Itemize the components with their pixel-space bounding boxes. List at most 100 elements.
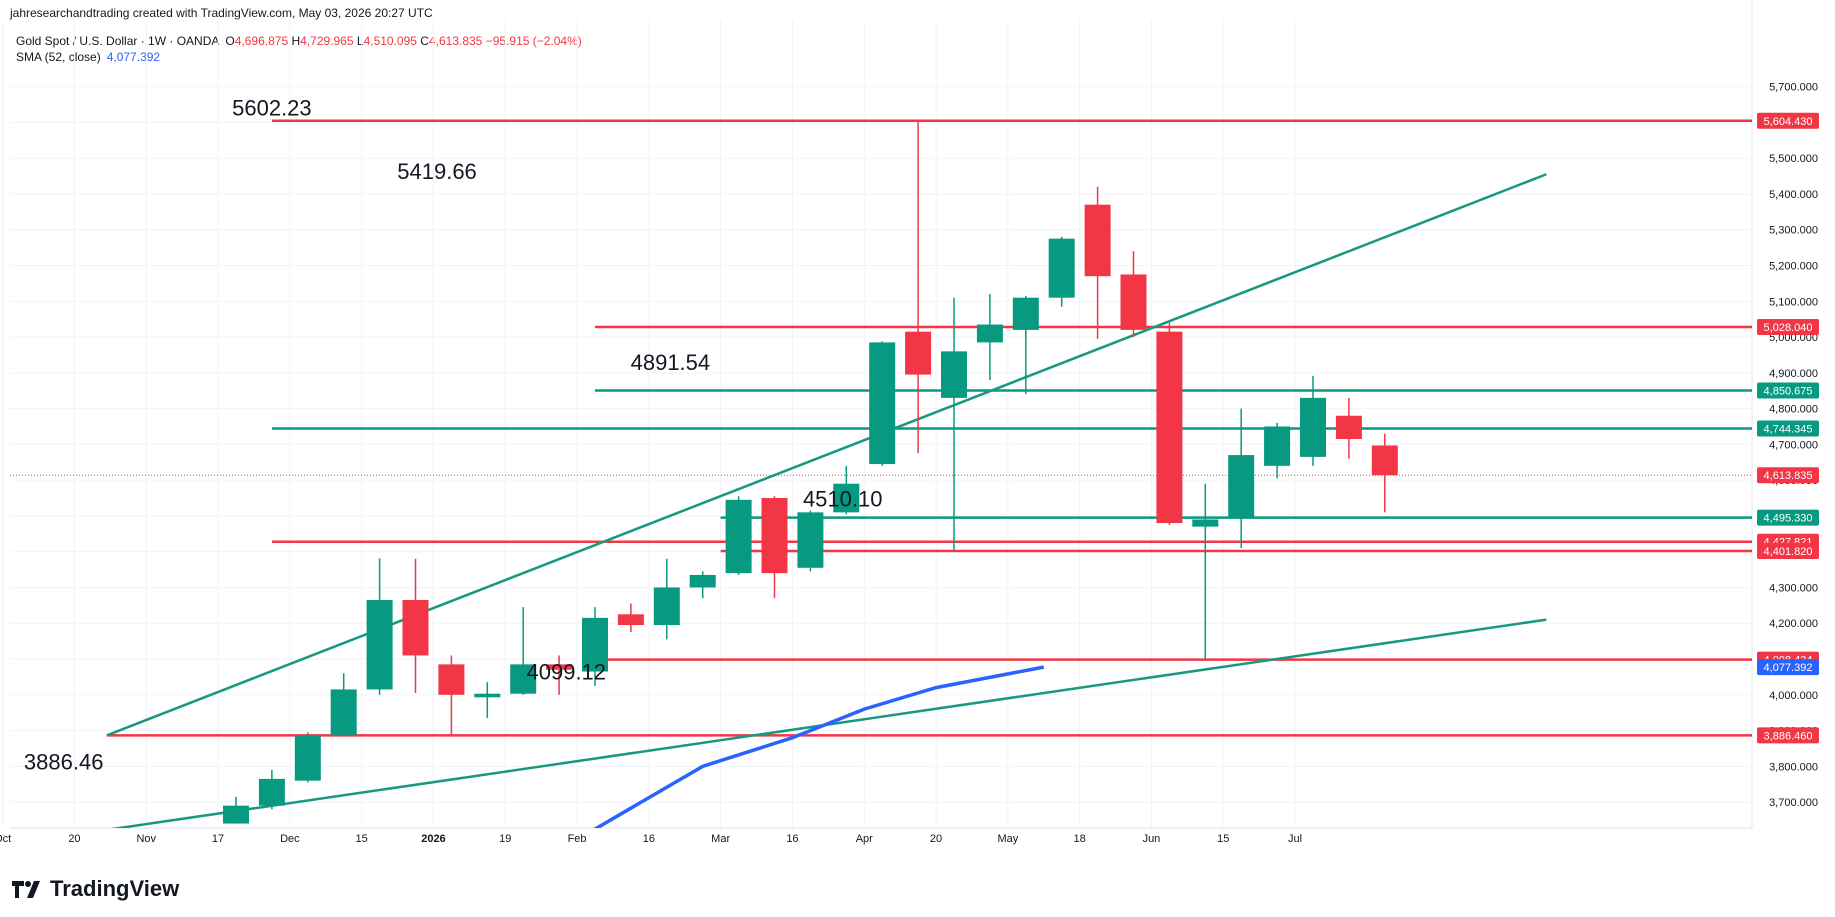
price-label-box — [1757, 659, 1819, 676]
up-candle — [223, 796, 249, 824]
candle-body — [510, 664, 537, 694]
up-candle — [653, 558, 680, 640]
y-tick-label: 3,700.000 — [1769, 797, 1818, 809]
up-candle — [294, 732, 321, 783]
sma-line — [593, 665, 1045, 828]
price-annotation: 4891.54 — [631, 350, 711, 375]
x-tick-label: Feb — [568, 833, 587, 845]
y-tick-label: 5,300.000 — [1769, 225, 1818, 237]
candle-body — [1335, 415, 1362, 439]
y-tick-label: 5,100.000 — [1769, 296, 1818, 308]
price-label-text: 4,401.820 — [1764, 546, 1813, 558]
up-candle — [869, 341, 896, 466]
axis-price-label: 5,604.430 — [1757, 112, 1819, 129]
close-value: 4,613.835 — [428, 34, 483, 48]
y-tick-label: 4,900.000 — [1769, 368, 1818, 380]
candle-body — [294, 735, 321, 781]
price-label-text: 4,744.345 — [1764, 424, 1813, 436]
plot-area — [10, 119, 1752, 828]
x-tick-label: Mar — [711, 833, 730, 845]
axis-price-label: 4,495.330 — [1757, 509, 1819, 526]
axis-price-label: 4,850.675 — [1757, 382, 1819, 399]
down-candle — [402, 558, 429, 693]
up-candle — [1264, 422, 1291, 479]
up-candle — [366, 558, 393, 695]
up-candle — [797, 510, 824, 572]
candle-body — [1048, 238, 1075, 298]
trendline — [106, 173, 1547, 737]
down-candle — [905, 121, 932, 454]
candle-body — [1156, 331, 1183, 524]
y-tick-label: 5,500.000 — [1769, 153, 1818, 165]
high-value: 4,729.965 — [300, 34, 354, 48]
price-label-text: 4,077.392 — [1764, 662, 1813, 674]
y-tick-label: 5,000.000 — [1769, 332, 1818, 344]
x-tick-label: 20 — [68, 833, 80, 845]
axis-price-label: 4,744.345 — [1757, 420, 1819, 437]
candle-body — [689, 574, 716, 588]
price-label-text: 5,604.430 — [1764, 116, 1813, 128]
x-tick-label: 19 — [499, 833, 511, 845]
up-candle — [689, 571, 716, 599]
chart-legend: Gold Spot / U.S. Dollar · 1W · OANDA O4,… — [16, 33, 582, 65]
candle-body — [402, 599, 429, 656]
open-value: 4,696.875 — [234, 34, 289, 48]
candle-body — [653, 587, 680, 626]
candle-body — [1300, 397, 1326, 457]
x-tick-label: 16 — [643, 833, 655, 845]
axis-price-label: 4,401.820 — [1757, 543, 1819, 560]
tradingview-brand[interactable]: TradingView — [12, 876, 179, 902]
low-label: L — [356, 34, 364, 48]
candle-body — [258, 778, 285, 806]
x-tick-label: 16 — [786, 833, 798, 845]
candle-body — [1192, 519, 1219, 527]
candle-body — [582, 617, 608, 672]
ohlc-values: O4,696.875 H4,729.965 L4,510.095 C4,613.… — [225, 33, 581, 49]
candle-body — [905, 331, 932, 375]
y-tick-label: 4,200.000 — [1769, 618, 1818, 630]
up-candle — [582, 607, 608, 686]
x-tick-label: 20 — [930, 833, 942, 845]
sma-label[interactable]: SMA (52, close) — [16, 50, 101, 64]
candle-body — [330, 689, 357, 735]
y-tick-label: 4,000.000 — [1769, 690, 1818, 702]
up-candle — [1228, 408, 1255, 549]
change-value: −95.915 (−2.04%) — [485, 34, 582, 48]
price-label-text: 4,495.330 — [1764, 513, 1813, 525]
up-candle — [1300, 375, 1326, 466]
axis-price-label: 5,028.040 — [1757, 319, 1819, 336]
created-by-line: jahresearchandtrading created with Tradi… — [10, 6, 433, 20]
x-tick-label: 18 — [1074, 833, 1086, 845]
price-label-box — [1757, 467, 1819, 484]
x-tick-label: Jun — [1143, 833, 1161, 845]
price-annotation: 4510.10 — [803, 486, 883, 511]
down-candle — [617, 603, 644, 633]
candle-body — [1264, 426, 1291, 466]
y-tick-label: 4,700.000 — [1769, 439, 1818, 451]
axis-price-label: 3,886.460 — [1757, 727, 1819, 744]
up-candle — [1192, 483, 1219, 660]
candle-body — [223, 805, 249, 824]
price-annotation: 3886.46 — [24, 749, 104, 774]
x-tick-label: May — [997, 833, 1018, 845]
close-label: C — [420, 34, 429, 48]
x-tick-label: Apr — [856, 833, 873, 845]
down-candle — [438, 655, 465, 736]
down-candle — [1156, 322, 1183, 525]
price-annotation: 4099.12 — [527, 659, 607, 684]
down-candle — [1084, 186, 1111, 339]
up-candle — [1012, 295, 1039, 395]
up-candle — [330, 673, 357, 736]
open-label: O — [225, 34, 235, 48]
symbol-title[interactable]: Gold Spot / U.S. Dollar · 1W · OANDA — [16, 34, 220, 48]
x-tick-label: 2026 — [421, 833, 445, 845]
candle-body — [438, 664, 465, 695]
candle-body — [941, 351, 967, 398]
up-candle — [474, 682, 501, 719]
price-annotation: 5419.66 — [397, 159, 477, 184]
y-tick-label: 3,800.000 — [1769, 761, 1818, 773]
candle-body — [1371, 445, 1398, 476]
down-candle — [1335, 397, 1362, 459]
y-tick-label: 4,800.000 — [1769, 404, 1818, 416]
